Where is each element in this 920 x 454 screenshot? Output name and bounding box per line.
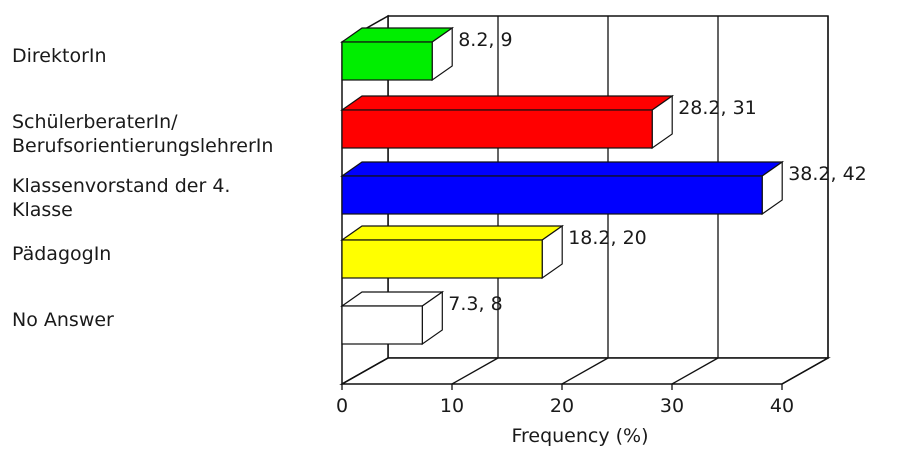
data-label: 38.2, 42	[788, 163, 867, 185]
bar-top	[340, 161, 785, 177]
bar-top	[340, 95, 675, 111]
floor-gridline	[341, 357, 389, 385]
bar	[341, 305, 423, 345]
data-label: 28.2, 31	[678, 97, 757, 119]
data-label: 18.2, 20	[568, 227, 647, 249]
bar	[341, 239, 543, 279]
bar	[341, 175, 763, 215]
floor-gridline	[671, 357, 719, 385]
data-label: 8.2, 9	[458, 29, 512, 51]
category-label: SchülerberaterIn/ Berufsorientierungsleh…	[12, 111, 274, 157]
floor-gridline	[561, 357, 609, 385]
x-tick-label: 30	[660, 395, 684, 417]
bar	[341, 109, 653, 149]
bar-top	[340, 225, 565, 241]
x-tick-label: 40	[770, 395, 794, 417]
x-axis-title: Frequency (%)	[511, 425, 648, 447]
floor-gridline	[781, 357, 829, 385]
x-tick-label: 0	[336, 395, 348, 417]
bar	[341, 41, 433, 81]
category-label: Klassenvorstand der 4. Klasse	[12, 175, 231, 221]
category-label: PädagogIn	[12, 243, 112, 265]
data-label: 7.3, 8	[448, 293, 502, 315]
floor-gridline	[451, 357, 499, 385]
category-label: DirektorIn	[12, 45, 107, 67]
x-tick-label: 10	[440, 395, 464, 417]
category-label: No Answer	[12, 309, 114, 331]
x-tick-label: 20	[550, 395, 574, 417]
